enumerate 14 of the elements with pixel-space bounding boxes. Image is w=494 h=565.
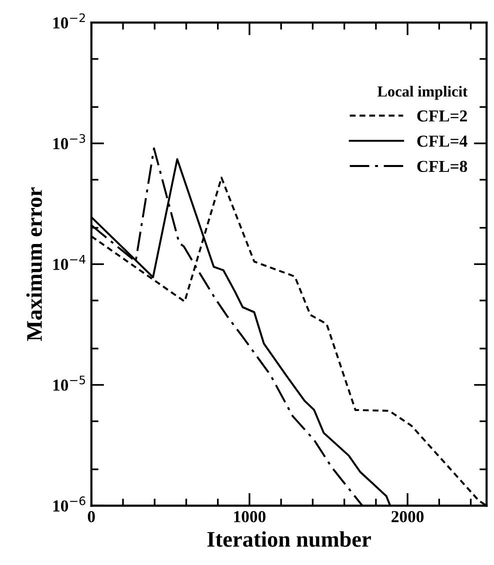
y-tick-label: 10$^{−6}$ [53,496,86,512]
legend-label: CFL=8 [417,160,468,172]
y-tick-label: 10$^{−5}$ [53,376,86,391]
y-tick-label: 10$^{−2}$ [53,13,85,29]
y-axis-title: Maximum error [26,187,42,341]
y-tick-label: 10$^{−3}$ [53,134,86,150]
legend-label: CFL=4 [417,136,468,147]
x-tick-label: 1000 [234,511,266,522]
x-axis-title: Iteration number [207,531,371,547]
x-tick-label: 0 [88,511,95,522]
legend-title: Local implicit [378,86,468,100]
x-tick-label: 2000 [392,511,424,522]
y-tick-label: 10$^{−4}$ [53,254,86,270]
legend-label: CFL=2 [417,110,467,122]
